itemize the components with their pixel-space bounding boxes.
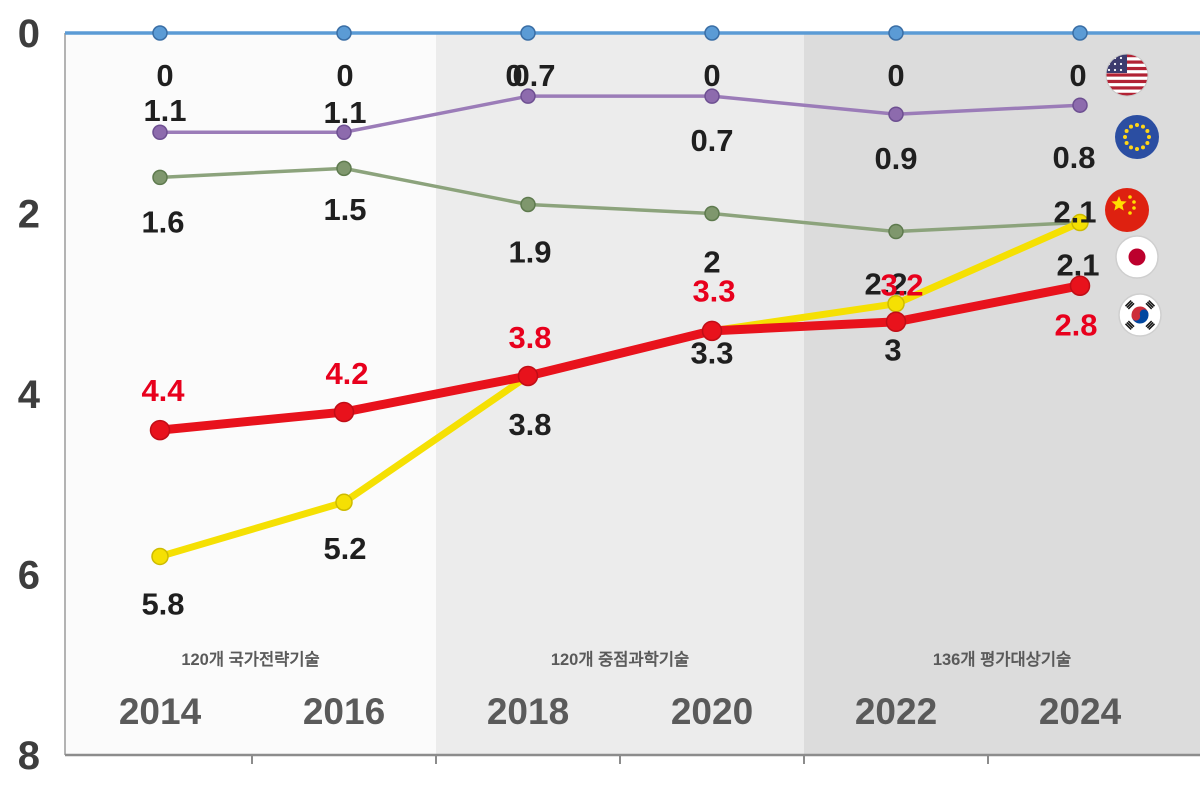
y-tick-label: 4: [18, 373, 41, 417]
data-point-china: [151, 547, 169, 566]
data-point-korea: [885, 311, 907, 333]
value-label-usa: 0: [1069, 58, 1086, 93]
data-point-eu: [1072, 97, 1088, 113]
period-band: [65, 33, 436, 755]
value-label-korea: 3.3: [692, 274, 735, 309]
japan-flag-icon: [1115, 235, 1159, 279]
series-line-japan: [158, 166, 1082, 234]
data-point-eu: [520, 88, 536, 104]
y-tick-label: 8: [18, 734, 40, 778]
data-point-eu: [888, 106, 904, 122]
data-point-japan: [152, 169, 168, 186]
value-label-china: 3.3: [690, 336, 733, 371]
data-point-japan: [336, 160, 352, 177]
value-label-china: 3: [884, 333, 901, 368]
data-point-korea: [517, 365, 539, 387]
band-caption: 136개 평가대상기술: [933, 650, 1071, 669]
data-point-usa: [888, 25, 904, 41]
data-point-korea: [701, 320, 723, 342]
band-caption: 120개 중점과학기술: [551, 650, 689, 669]
x-tick-label: 2024: [1039, 691, 1122, 732]
value-label-japan: 1.9: [508, 234, 551, 269]
band-caption: 120개 국가전략기술: [181, 650, 319, 669]
value-label-china: 2.1: [1056, 247, 1099, 282]
value-label-eu: 0.9: [874, 141, 917, 176]
y-tick-label: 6: [18, 554, 40, 598]
data-point-japan: [704, 205, 720, 222]
value-label-korea: 4.2: [325, 356, 368, 391]
value-label-usa: 0: [505, 58, 522, 93]
series-line-eu: [158, 94, 1082, 135]
value-label-eu: 0.8: [1052, 140, 1095, 175]
data-point-china: [1071, 213, 1089, 232]
korea-flag-icon: [1118, 293, 1162, 337]
value-label-japan: 2: [703, 244, 720, 279]
data-point-korea: [1069, 275, 1091, 296]
value-label-japan: 1.5: [323, 192, 366, 227]
value-label-japan: 1.6: [141, 204, 184, 239]
data-point-korea: [149, 419, 171, 441]
value-label-usa: 0: [156, 58, 173, 93]
y-tick-label: 2: [18, 193, 40, 237]
eu-flag-icon: [1115, 115, 1159, 159]
data-point-usa: [520, 25, 536, 41]
data-point-eu: [152, 124, 168, 141]
data-point-eu: [704, 88, 720, 104]
value-label-japan: 2.2: [864, 266, 907, 301]
value-label-korea: 2.8: [1054, 308, 1097, 343]
value-label-eu: 0.7: [512, 58, 555, 93]
china-flag-icon: [1105, 188, 1149, 232]
data-point-eu: [336, 124, 352, 141]
data-point-japan: [520, 196, 536, 213]
value-label-eu: 1.1: [323, 95, 366, 130]
value-label-usa: 0: [887, 58, 904, 93]
x-tick-label: 2022: [855, 691, 937, 732]
value-label-china: 5.2: [323, 531, 366, 566]
series-line-korea: [155, 281, 1085, 435]
value-label-korea: 4.4: [141, 373, 185, 408]
period-band: [436, 33, 804, 755]
value-label-china: 5.8: [141, 586, 184, 621]
value-label-eu: 0.7: [690, 123, 733, 158]
value-label-japan: 2.1: [1053, 194, 1096, 229]
value-label-usa: 0: [336, 58, 353, 93]
x-tick-label: 2014: [119, 691, 202, 732]
data-point-korea: [333, 401, 355, 423]
data-point-china: [335, 493, 353, 512]
value-label-usa: 0: [703, 58, 720, 93]
data-point-japan: [888, 223, 904, 240]
x-tick-label: 2020: [671, 691, 753, 732]
data-point-usa: [1072, 25, 1088, 41]
value-label-eu: 1.1: [143, 93, 186, 128]
y-tick-label: 0: [18, 12, 40, 56]
data-point-usa: [336, 25, 352, 41]
value-label-korea: 3.2: [880, 268, 923, 303]
x-tick-label: 2016: [303, 691, 385, 732]
data-point-usa: [152, 25, 168, 41]
value-label-korea: 3.8: [508, 320, 551, 355]
data-point-usa: [704, 25, 720, 41]
x-tick-label: 2018: [487, 691, 569, 732]
value-label-china: 3.8: [508, 407, 551, 442]
